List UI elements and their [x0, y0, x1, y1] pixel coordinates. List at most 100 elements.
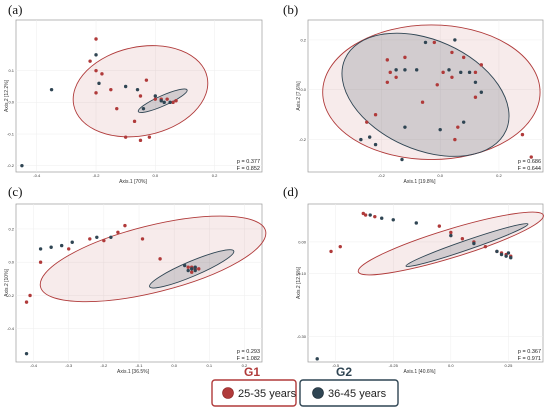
- ellipse-g1: [39, 215, 267, 303]
- y-axis-label: Axis.2 [12.5%]: [296, 266, 302, 299]
- ellipse-g2: [341, 32, 510, 157]
- x-tick-label: 0.2: [496, 173, 502, 178]
- point-g1: [420, 100, 425, 104]
- point-g2: [504, 254, 508, 258]
- point-g1: [28, 293, 32, 298]
- point-g1: [116, 230, 120, 234]
- x-tick-label: 0.2: [242, 363, 248, 368]
- panel-b: (b) -0.2 0.0 0.2 0.2 0.0 -0.2 Axis.1 [19.8%] Axi…: [283, 2, 544, 185]
- point-g2: [459, 70, 463, 75]
- stat-label: p = 0.686: [518, 159, 541, 165]
- point-g1: [88, 237, 92, 241]
- y-tick-label: 0.2: [8, 226, 14, 231]
- point-g1: [138, 94, 143, 98]
- panel-label: (b): [283, 2, 298, 17]
- point-g1: [394, 75, 398, 80]
- y-tick-label: -0.1: [7, 131, 15, 136]
- y-tick-label: -0.2: [299, 137, 307, 142]
- point-g1: [94, 37, 98, 41]
- point-g1: [138, 138, 143, 143]
- legend-g2-box: [299, 379, 399, 407]
- point-g1: [94, 91, 98, 95]
- point-g2: [423, 40, 428, 45]
- point-g1: [132, 119, 137, 124]
- point-g2: [506, 251, 511, 255]
- point-g2: [449, 233, 453, 238]
- point-g1: [140, 237, 145, 241]
- y-axis-label: Axis.2 [10%]: [4, 268, 10, 296]
- y-tick-label: -0.2: [7, 293, 15, 298]
- point-g1: [147, 135, 152, 139]
- point-g1: [403, 55, 407, 60]
- stat-label: p = 0.367: [518, 349, 541, 355]
- point-g2: [479, 90, 484, 94]
- point-g2: [95, 235, 99, 239]
- point-g2: [59, 243, 64, 248]
- point-g2: [373, 142, 378, 147]
- point-g1: [473, 70, 478, 75]
- point-g2: [20, 163, 24, 168]
- point-g2: [495, 249, 499, 254]
- point-g2: [438, 127, 442, 132]
- point-g2: [394, 68, 398, 72]
- point-g1: [520, 132, 525, 137]
- point-g1: [329, 249, 333, 254]
- point-g2: [94, 53, 98, 57]
- point-g2: [186, 268, 190, 273]
- point-g1: [450, 75, 454, 80]
- point-g1: [461, 55, 466, 60]
- x-axis-label: Axis.1 [70%]: [119, 179, 147, 185]
- plot-area: [307, 203, 544, 363]
- y-tick-label: 0.0: [8, 100, 14, 105]
- x-tick-label: -0.5: [332, 363, 340, 368]
- panel-a: (a) -0.4 -0.2 0.0 0.2 0.1 0.0 -0.1 -0.2 Axis.1 [7…: [4, 2, 263, 185]
- point-g1: [88, 59, 92, 63]
- point-g2: [467, 70, 472, 75]
- panel-c: (c) -0.4 -0.3 -0.2 -0.1 0.0 0.1 0.2 0.2 0.0 -0.2 -0…: [4, 184, 267, 375]
- point-g2: [153, 94, 158, 98]
- point-g1: [338, 244, 342, 249]
- point-g1: [365, 120, 369, 124]
- point-g1: [385, 80, 390, 84]
- point-g1: [123, 135, 128, 139]
- stat-label: F = 0.852: [237, 166, 260, 172]
- y-tick-label: -0.30: [297, 334, 307, 339]
- point-g1: [450, 50, 454, 55]
- point-g1: [460, 237, 465, 241]
- point-g1: [529, 155, 533, 159]
- point-g2: [472, 241, 476, 246]
- point-g1: [432, 40, 437, 45]
- point-g1: [373, 214, 377, 219]
- ellipse-g1: [357, 211, 544, 276]
- point-g1: [385, 58, 390, 62]
- point-g2: [403, 125, 407, 129]
- point-g2: [380, 216, 384, 220]
- legend-g1-label: 25-35 years: [238, 388, 297, 400]
- x-tick-label: -0.4: [33, 173, 41, 178]
- ellipse-g1: [322, 24, 541, 160]
- x-tick-label: 0.0: [153, 173, 159, 178]
- point-g1: [435, 83, 439, 87]
- point-g2: [190, 267, 194, 271]
- y-tick-label: 0.0: [8, 260, 14, 265]
- point-g1: [437, 224, 442, 228]
- point-g1: [449, 230, 453, 235]
- x-tick-label: -0.3: [65, 363, 73, 368]
- point-g1: [479, 63, 484, 67]
- legend-g2-label: 36-45 years: [328, 388, 387, 400]
- point-g1: [102, 238, 106, 243]
- point-g2: [49, 87, 54, 92]
- y-tick-label: -0.2: [7, 163, 15, 168]
- y-tick-label: 0.1: [8, 68, 14, 73]
- panel-label: (c): [8, 184, 22, 199]
- point-g1: [24, 300, 29, 304]
- point-g2: [159, 99, 163, 103]
- point-g2: [403, 68, 407, 72]
- panel-label: (d): [283, 184, 298, 199]
- point-g1: [123, 223, 127, 228]
- legend-g2-name: G2: [336, 365, 352, 379]
- y-tick-label: 0.0: [300, 87, 306, 92]
- point-g1: [153, 97, 158, 101]
- point-g1: [165, 97, 169, 101]
- point-g2: [414, 221, 418, 225]
